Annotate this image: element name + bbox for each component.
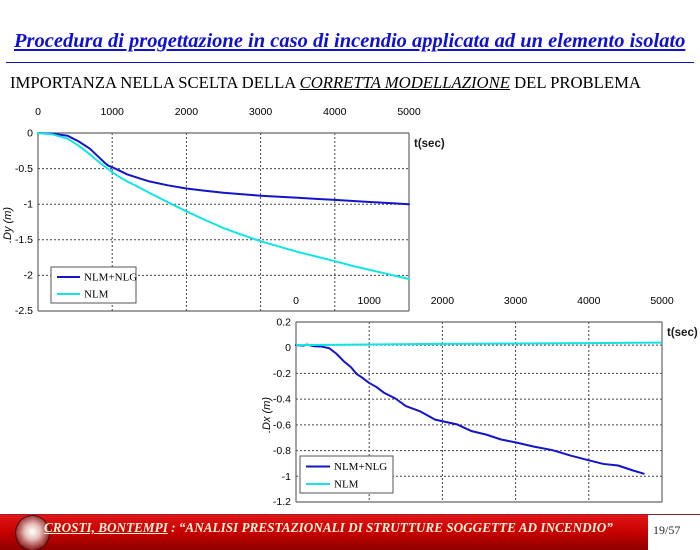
svg-text:0: 0 <box>27 128 33 140</box>
svg-text:3000: 3000 <box>504 295 528 307</box>
svg-text:NLM+NLG: NLM+NLG <box>84 272 137 284</box>
svg-text:0: 0 <box>285 342 291 354</box>
svg-text:t(sec): t(sec) <box>667 327 698 339</box>
svg-text:.Dx (m): .Dx (m) <box>261 397 273 433</box>
svg-text:-0.2: -0.2 <box>273 368 291 380</box>
svg-text:2000: 2000 <box>431 295 455 307</box>
svg-text:-2.5: -2.5 <box>15 305 33 317</box>
svg-text:-0.6: -0.6 <box>273 419 291 431</box>
svg-text:-1.2: -1.2 <box>273 496 291 508</box>
svg-text:4000: 4000 <box>577 295 601 307</box>
svg-text:1000: 1000 <box>101 106 125 118</box>
svg-text:NLM+NLG: NLM+NLG <box>334 461 387 473</box>
svg-text:2000: 2000 <box>175 106 199 118</box>
svg-text:-0.5: -0.5 <box>15 163 33 175</box>
svg-text:5000: 5000 <box>650 295 674 307</box>
svg-text:0.2: 0.2 <box>276 317 291 329</box>
svg-text:t(sec): t(sec) <box>414 138 445 150</box>
svg-text:-1: -1 <box>24 199 33 211</box>
svg-text:NLM: NLM <box>84 289 109 301</box>
svg-text:1000: 1000 <box>358 295 382 307</box>
svg-text:NLM: NLM <box>334 479 359 491</box>
svg-text:-1: -1 <box>282 471 291 483</box>
svg-text:5000: 5000 <box>397 106 421 118</box>
svg-text:-1.5: -1.5 <box>15 234 33 246</box>
svg-text:-0.8: -0.8 <box>273 445 291 457</box>
svg-text:0: 0 <box>293 295 299 307</box>
svg-text:3000: 3000 <box>249 106 273 118</box>
svg-text:4000: 4000 <box>323 106 347 118</box>
svg-text:.Dy (m): .Dy (m) <box>2 207 14 243</box>
svg-text:0: 0 <box>35 106 41 118</box>
svg-text:-0.4: -0.4 <box>273 394 291 406</box>
svg-text:-2: -2 <box>24 270 33 282</box>
